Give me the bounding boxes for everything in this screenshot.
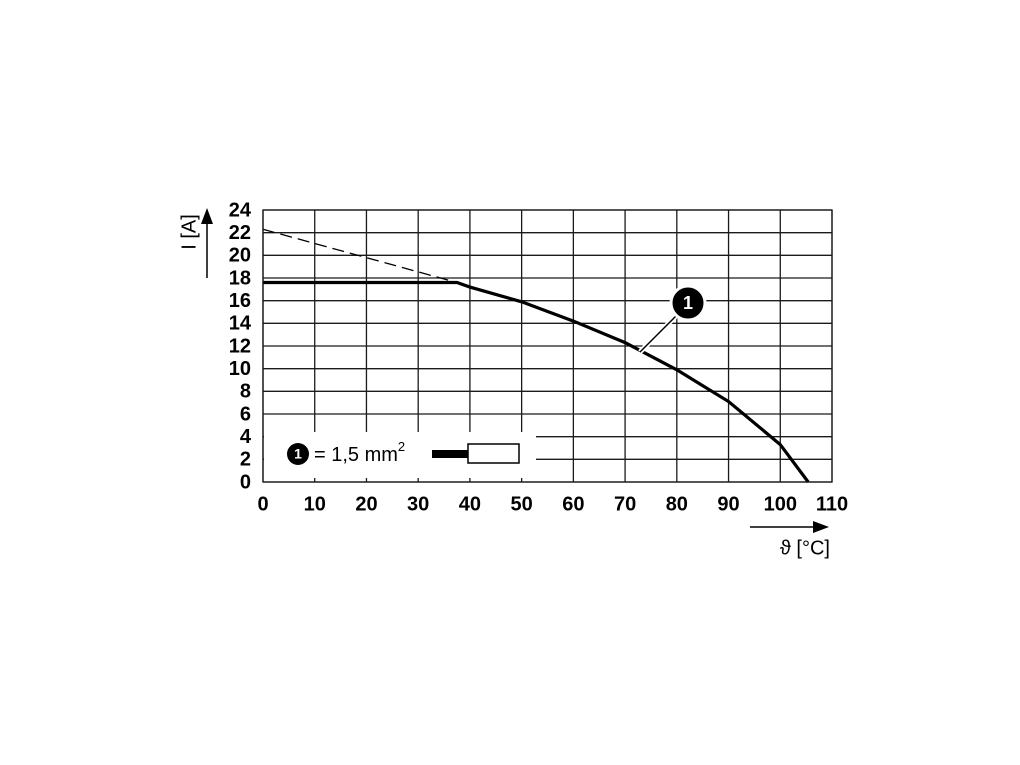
x-tick-label: 40 bbox=[459, 493, 481, 515]
legend-marker: 1 bbox=[294, 446, 302, 462]
cable-icon bbox=[467, 443, 520, 464]
x-tick-label: 110 bbox=[816, 493, 848, 515]
x-tick-label: 70 bbox=[614, 493, 636, 515]
y-tick-label: 6 bbox=[240, 403, 251, 425]
y-axis-label: I [A] bbox=[178, 214, 200, 250]
x-tick-label: 30 bbox=[407, 493, 429, 515]
y-tick-label: 12 bbox=[229, 335, 251, 357]
legend: 1 = 1,5 mm2 bbox=[264, 432, 536, 478]
legend-marker-circle bbox=[287, 443, 309, 465]
x-tick-label: 90 bbox=[717, 493, 739, 515]
y-tick-label: 24 bbox=[229, 199, 252, 221]
x-axis-label: ϑ [°C] bbox=[780, 537, 830, 559]
y-tick-label: 20 bbox=[229, 245, 251, 267]
data-line bbox=[263, 280, 810, 483]
x-tick-label: 100 bbox=[764, 493, 797, 515]
y-tick-label: 2 bbox=[240, 449, 251, 471]
y-tick-label: 10 bbox=[229, 358, 251, 380]
x-tick-label: 80 bbox=[666, 493, 688, 515]
plot-border bbox=[262, 209, 833, 483]
leader-line bbox=[639, 311, 681, 353]
legend-text: = 1,5 mm bbox=[314, 444, 398, 466]
data-line bbox=[262, 228, 458, 284]
y-tick-label: 14 bbox=[229, 313, 252, 335]
y-arrowhead bbox=[201, 208, 213, 224]
y-tick-label: 18 bbox=[229, 267, 251, 289]
x-arrowhead bbox=[813, 521, 829, 533]
x-tick-label: 60 bbox=[562, 493, 584, 515]
y-tick-label: 8 bbox=[240, 381, 251, 403]
callout-label: 1 bbox=[683, 293, 693, 313]
y-tick-label: 4 bbox=[240, 426, 252, 448]
legend-label: = 1,5 mm2 bbox=[314, 439, 405, 466]
x-tick-label: 50 bbox=[511, 493, 533, 515]
y-tick-label: 16 bbox=[229, 290, 251, 312]
callout-circle bbox=[669, 284, 707, 322]
y-tick-label: 0 bbox=[240, 471, 251, 493]
x-tick-label: 10 bbox=[304, 493, 326, 515]
legend-superscript: 2 bbox=[398, 439, 405, 454]
x-tick-label: 0 bbox=[257, 493, 268, 515]
x-tick-label: 20 bbox=[355, 493, 377, 515]
y-tick-label: 22 bbox=[229, 222, 251, 244]
